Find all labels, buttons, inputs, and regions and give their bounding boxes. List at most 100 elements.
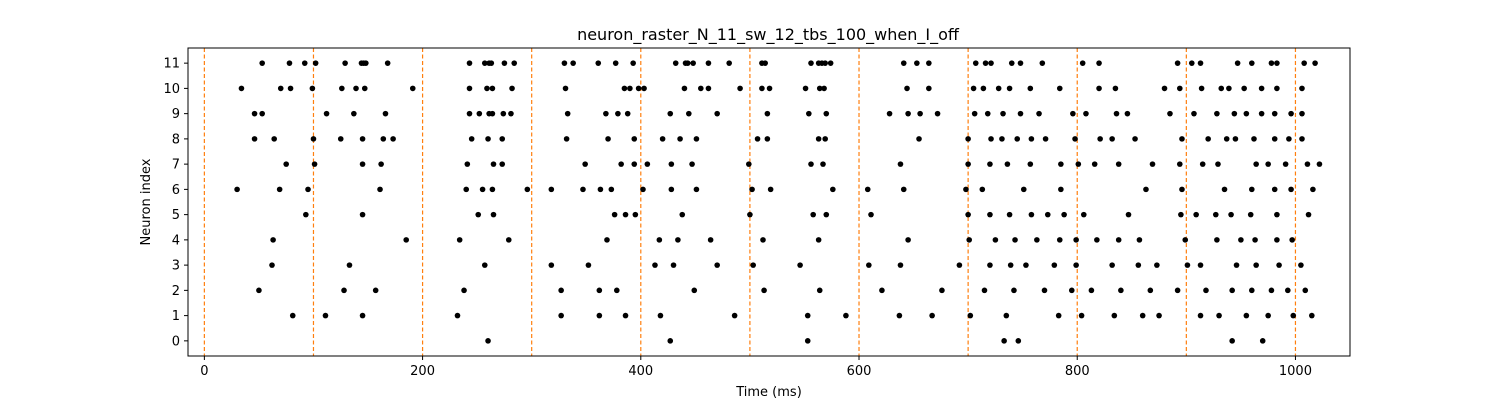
spike-point [905, 110, 911, 117]
spike-point [1056, 237, 1063, 243]
spike-point [767, 186, 774, 193]
spike-point [1252, 237, 1258, 243]
spike-point [1316, 161, 1323, 167]
spike-point [659, 136, 666, 142]
spike-point [1083, 110, 1089, 117]
x-axis-ticks: 0 200 400 600 800 1000 [200, 356, 1312, 379]
spike-point [464, 161, 471, 167]
spike-point [479, 186, 486, 193]
x-tick-label: 400 [628, 364, 653, 379]
y-tick-label: 2 [172, 284, 180, 299]
spike-point [390, 136, 396, 142]
spike-point [644, 161, 651, 167]
spike-point [1115, 237, 1122, 243]
spike-point [972, 60, 979, 66]
spike-point [342, 60, 348, 66]
spike-point [714, 262, 720, 268]
spike-point [1003, 312, 1010, 319]
spike-point [490, 211, 497, 218]
spike-point [987, 161, 993, 167]
spike-point [1020, 186, 1027, 193]
spike-point [509, 85, 515, 92]
spike-point [1147, 287, 1154, 294]
spike-point [309, 85, 316, 92]
spike-point [508, 110, 514, 117]
spike-point [1233, 262, 1240, 268]
spike-point [1282, 161, 1289, 167]
spike-point [820, 161, 826, 167]
spike-point [926, 85, 932, 92]
spike-point [1274, 85, 1280, 92]
spike-point [970, 85, 977, 92]
spike-point [505, 237, 512, 243]
chart-title: neuron_raster_N_11_sw_12_tbs_100_when_I_… [577, 25, 960, 45]
spike-point [1234, 60, 1241, 66]
spike-point [1023, 262, 1029, 268]
spike-point [681, 85, 688, 92]
y-tick-label: 6 [172, 183, 180, 198]
spike-point [361, 85, 368, 92]
spike-point [886, 110, 893, 117]
spike-point [622, 312, 629, 319]
spike-point [802, 85, 809, 92]
spike-point [613, 287, 620, 294]
spike-point [1058, 161, 1064, 167]
spike-point [1078, 312, 1085, 319]
spike-point [690, 60, 696, 66]
spike-point [1198, 85, 1205, 92]
spike-point [276, 186, 283, 193]
spike-point [1258, 110, 1265, 117]
spike-point [1055, 312, 1062, 319]
spike-point [1249, 186, 1255, 193]
spike-point [271, 136, 277, 142]
spike-point [548, 262, 555, 268]
spike-point [461, 287, 467, 294]
y-tick-label: 3 [172, 259, 180, 274]
spike-point [605, 136, 611, 142]
spike-point [1073, 237, 1079, 243]
spike-point [714, 110, 720, 117]
spike-point [1015, 338, 1022, 344]
spike-point [1298, 262, 1304, 268]
spike-point [1132, 136, 1138, 142]
spike-point [707, 237, 714, 243]
spike-point [1036, 110, 1042, 117]
spike-point [1006, 85, 1013, 92]
spike-point [1094, 237, 1100, 243]
spike-point [1309, 312, 1315, 319]
spike-point [686, 110, 692, 117]
spike-point [897, 262, 904, 268]
spike-point [1034, 237, 1040, 243]
spike-point [1265, 312, 1271, 319]
spike-point [1228, 211, 1234, 218]
spike-point [816, 85, 823, 92]
spike-point [1249, 287, 1255, 294]
spike-point [1182, 237, 1189, 243]
spike-point [632, 211, 639, 218]
spike-point [1176, 85, 1183, 92]
spike-point [303, 211, 309, 218]
spike-point [689, 161, 695, 167]
spike-point [341, 287, 347, 294]
spike-point [1027, 161, 1034, 167]
spike-point [750, 262, 756, 268]
spike-point [823, 211, 830, 218]
spike-point [934, 110, 941, 117]
spike-point [815, 237, 822, 243]
spike-point [1174, 287, 1181, 294]
spike-point [337, 136, 344, 142]
spike-point [1199, 161, 1206, 167]
spike-point [1176, 161, 1183, 167]
spike-point [1111, 312, 1118, 319]
spike-point [1179, 186, 1185, 193]
spike-point [1188, 60, 1195, 66]
spike-point [1079, 60, 1086, 66]
spike-point [466, 110, 473, 117]
spike-point [1226, 85, 1232, 92]
spike-point [1058, 186, 1064, 193]
spike-point [322, 312, 329, 319]
y-tick-label: 1 [172, 309, 180, 324]
spike-point [1178, 211, 1184, 218]
spike-point [1161, 85, 1168, 92]
